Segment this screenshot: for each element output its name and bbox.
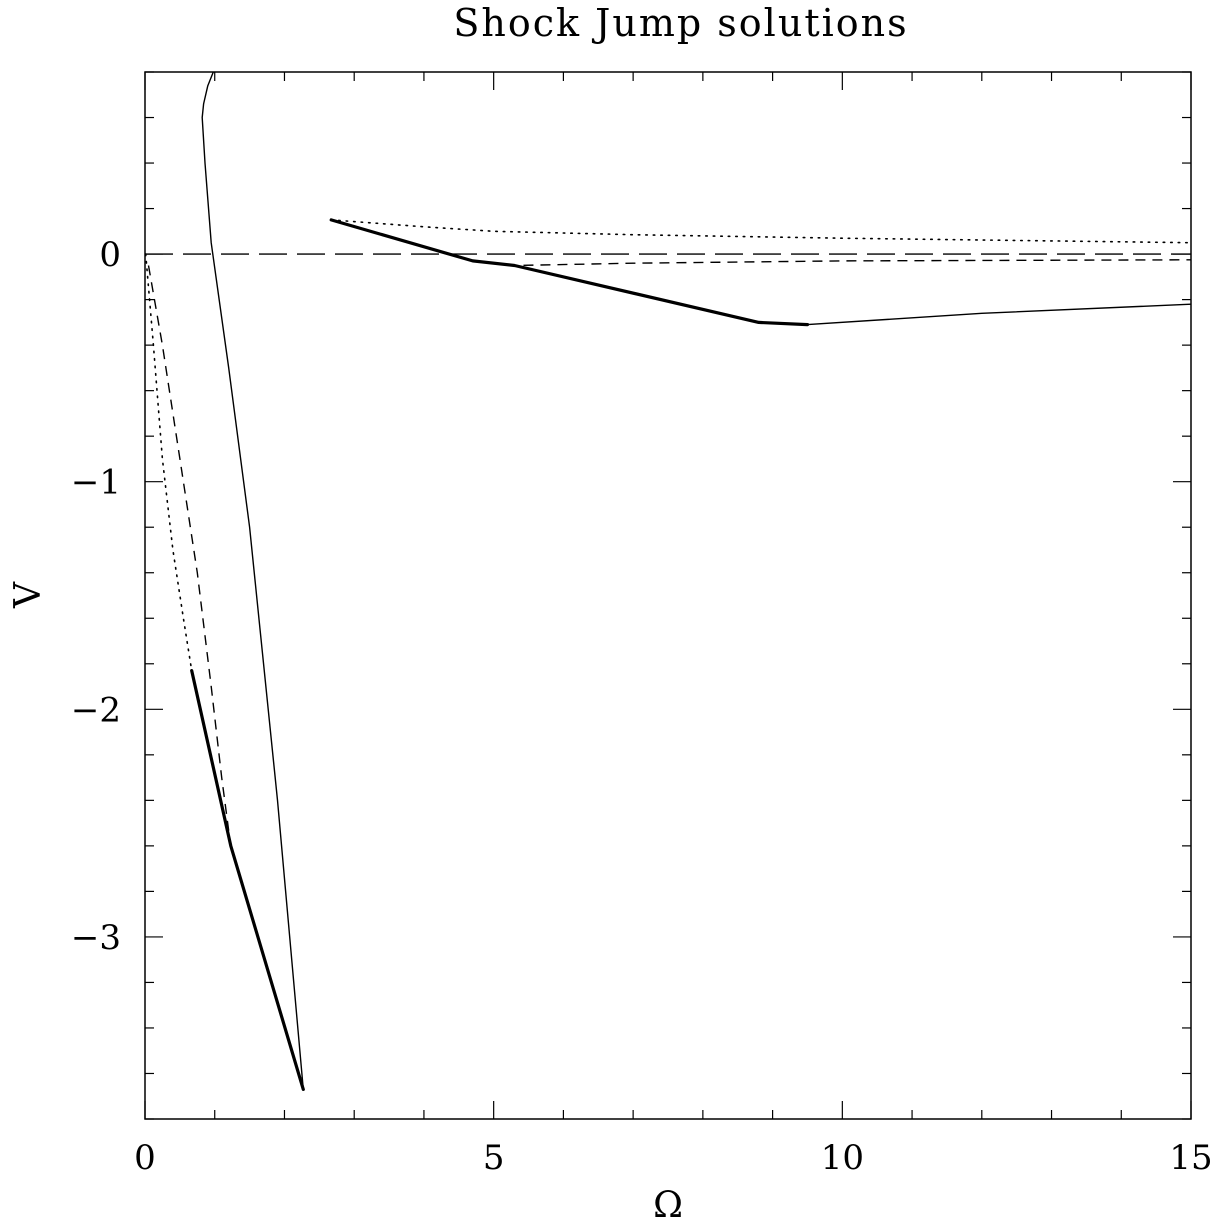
y-tick-label: −1 — [71, 463, 121, 503]
series-line-thin-solid — [807, 303, 1192, 326]
x-tick-label: 5 — [483, 1138, 505, 1178]
series-line-thick-solid — [329, 218, 810, 327]
axis-ticks — [144, 71, 1192, 1120]
y-tick-label: 0 — [99, 235, 121, 275]
y-tick-label: −2 — [71, 690, 121, 730]
series-line-thin-solid — [201, 71, 304, 1090]
series-line-dashed — [147, 265, 231, 842]
x-tick-label: 10 — [821, 1138, 864, 1178]
plot-frame — [144, 71, 1192, 1120]
tick-labels: 0 5 10 15 0 −1 −2 −3 — [71, 235, 1213, 1178]
data-series — [144, 71, 1192, 1092]
y-tick-label: −3 — [71, 918, 121, 958]
x-tick-label: 0 — [134, 1138, 156, 1178]
series-line-thick-solid — [190, 668, 305, 1092]
x-axis-label: Ω — [653, 1185, 683, 1226]
series-line-dashed — [472, 259, 1192, 267]
y-axis-label: V — [8, 581, 49, 609]
series-line-dotted — [330, 219, 1192, 244]
series-line-dotted — [144, 253, 193, 672]
chart-title: Shock Jump solutions — [453, 1, 908, 45]
x-tick-label: 15 — [1169, 1138, 1212, 1178]
